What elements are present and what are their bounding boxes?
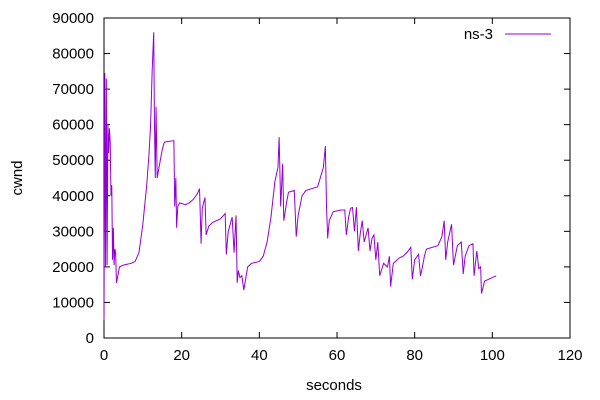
- y-tick-label: 20000: [52, 259, 94, 276]
- series-layer: [103, 32, 497, 321]
- x-axis-label: seconds: [306, 377, 362, 394]
- y-tick-label: 90000: [52, 10, 94, 27]
- x-tick-label: 80: [406, 347, 423, 364]
- y-tick-label: 70000: [52, 81, 94, 98]
- y-axis-label: cwnd: [9, 160, 26, 195]
- series-line-ns-3: [103, 32, 497, 321]
- legend-label: ns-3: [464, 26, 493, 43]
- x-tick-label: 120: [557, 347, 582, 364]
- x-tick-label: 40: [251, 347, 268, 364]
- y-tick-label: 40000: [52, 188, 94, 205]
- legend: ns-3: [464, 26, 551, 43]
- y-tick-label: 60000: [52, 117, 94, 134]
- x-tick-label: 100: [480, 347, 505, 364]
- y-tick-label: 50000: [52, 152, 94, 169]
- y-tick-label: 10000: [52, 294, 94, 311]
- x-tick-label: 60: [329, 347, 346, 364]
- y-tick-label: 30000: [52, 223, 94, 240]
- y-tick-label: 80000: [52, 46, 94, 63]
- ticks: 0 20 40 60 80 100 120 0 10000 20000 30000 40000 5000…: [52, 10, 582, 364]
- y-tick-label: 0: [86, 330, 94, 347]
- x-tick-label: 0: [100, 347, 108, 364]
- x-tick-label: 20: [173, 347, 190, 364]
